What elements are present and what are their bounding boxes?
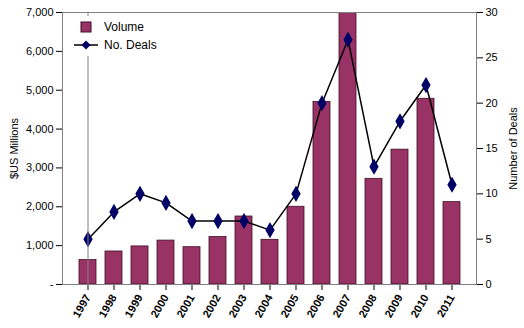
svg-text:15: 15	[486, 142, 498, 154]
svg-text:0: 0	[486, 278, 492, 290]
svg-text:10: 10	[486, 187, 498, 199]
svg-text:2004: 2004	[252, 292, 275, 320]
svg-text:20: 20	[486, 97, 498, 109]
svg-text:1999: 1999	[122, 292, 145, 319]
svg-text:5,000: 5,000	[26, 84, 54, 96]
svg-text:Number of Deals: Number of Deals	[507, 107, 519, 190]
svg-text:2008: 2008	[356, 292, 379, 319]
svg-text:30: 30	[486, 6, 498, 18]
svg-text:3,000: 3,000	[26, 161, 54, 173]
html-text:No. Deals: No. Deals	[104, 38, 157, 52]
svg-text:2011: 2011	[434, 292, 456, 319]
svg-text:25: 25	[486, 51, 498, 63]
svg-text:6,000: 6,000	[26, 45, 54, 57]
svg-text:2,000: 2,000	[26, 200, 54, 212]
svg-text:1997: 1997	[70, 292, 93, 319]
svg-text:1998: 1998	[96, 292, 119, 319]
svg-text:2005: 2005	[278, 292, 301, 319]
svg-text:2002: 2002	[200, 292, 223, 319]
svg-text:$US Millions: $US Millions	[8, 117, 20, 179]
svg-text:5: 5	[486, 233, 492, 245]
svg-text:2010: 2010	[408, 292, 431, 319]
svg-text:2009: 2009	[382, 292, 405, 319]
svg-text:4,000: 4,000	[26, 123, 54, 135]
svg-text:2007: 2007	[330, 292, 353, 319]
svg-text:2000: 2000	[148, 292, 171, 319]
svg-text:7,000: 7,000	[26, 6, 54, 18]
svg-text:2001: 2001	[174, 292, 197, 319]
svg-text:2006: 2006	[304, 292, 327, 319]
html-text:Volume: Volume	[104, 20, 144, 34]
svg-text:1,000: 1,000	[26, 239, 54, 251]
svg-text:-: -	[50, 278, 54, 290]
svg-text:2003: 2003	[226, 292, 249, 319]
